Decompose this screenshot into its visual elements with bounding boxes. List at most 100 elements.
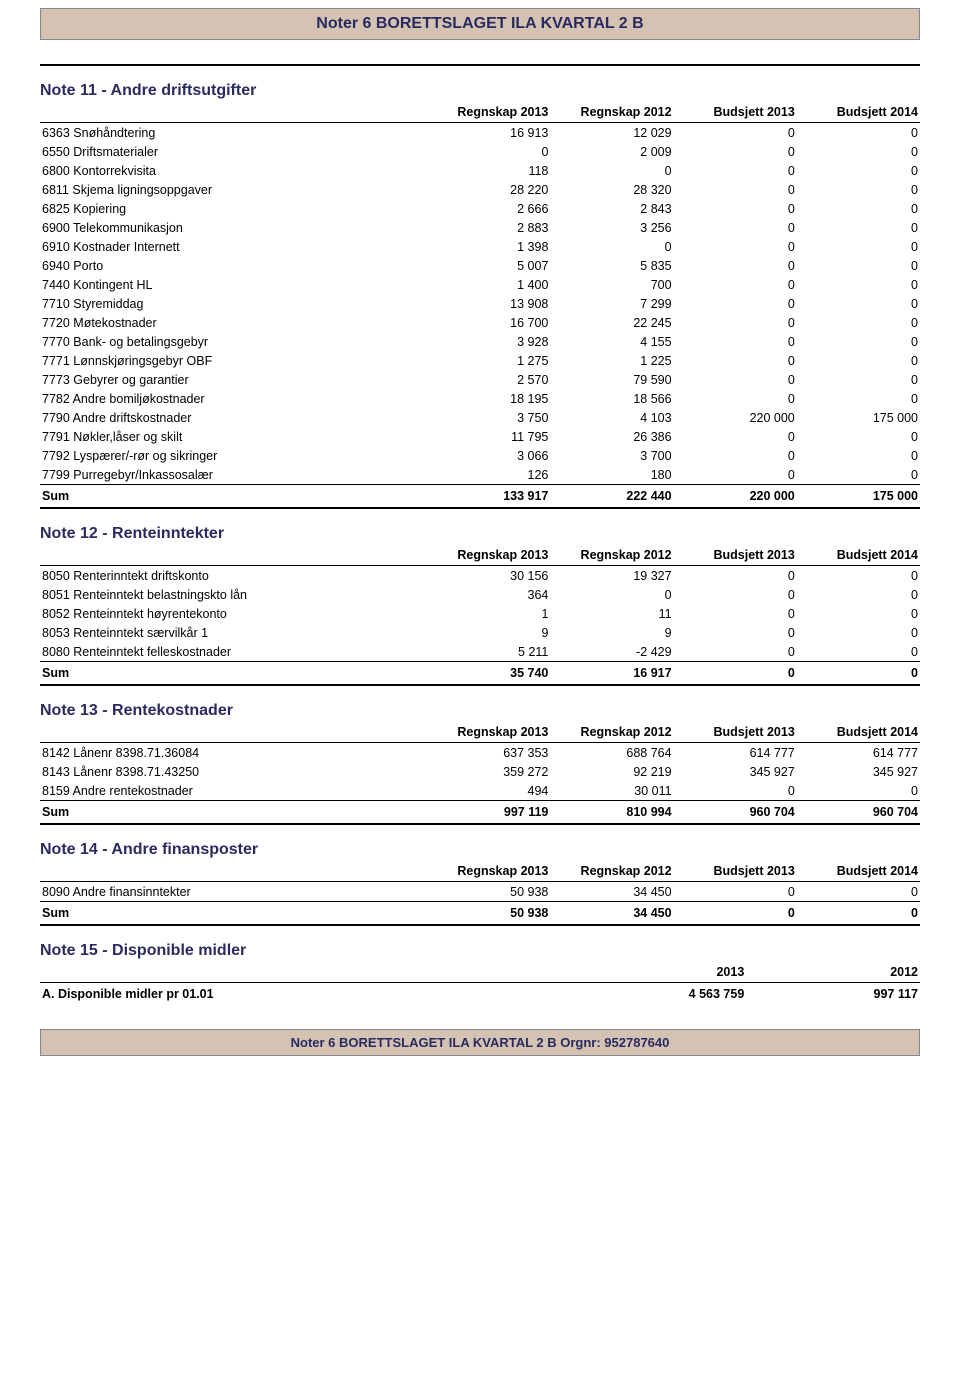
cell-b13: 0 (674, 123, 797, 143)
cell-r13: 28 220 (427, 180, 550, 199)
col-r2012: Regnskap 2012 (550, 722, 673, 743)
cell-r13: 11 795 (427, 427, 550, 446)
cell-r12: 4 103 (550, 408, 673, 427)
cell-b14: 0 (797, 332, 920, 351)
cell-r13: 13 908 (427, 294, 550, 313)
sum-b13: 0 (674, 662, 797, 686)
cell-r12: 34 450 (550, 882, 673, 902)
cell-r13: 637 353 (427, 743, 550, 763)
col-y2012: 2012 (746, 962, 920, 983)
cell-r12: 0 (550, 161, 673, 180)
table-row: 7773 Gebyrer og garantier2 57079 59000 (40, 370, 920, 389)
note13-sum-row: Sum 997 119 810 994 960 704 960 704 (40, 801, 920, 825)
row-label: 8080 Renteinntekt felleskostnader (40, 642, 427, 662)
table-row: 7710 Styremiddag13 9087 29900 (40, 294, 920, 313)
cell-b13: 0 (674, 370, 797, 389)
cell-r13: 3 066 (427, 446, 550, 465)
cell-r12: 7 299 (550, 294, 673, 313)
cell-b14: 0 (797, 123, 920, 143)
table-row: 7770 Bank- og betalingsgebyr3 9284 15500 (40, 332, 920, 351)
row-label: 8053 Renteinntekt særvilkår 1 (40, 623, 427, 642)
cell-b13: 0 (674, 180, 797, 199)
sum-r13: 133 917 (427, 485, 550, 509)
row-label: 7773 Gebyrer og garantier (40, 370, 427, 389)
cell-b13: 0 (674, 294, 797, 313)
cell-r12: 26 386 (550, 427, 673, 446)
cell-r13: 3 928 (427, 332, 550, 351)
cell-r13: 359 272 (427, 762, 550, 781)
table-row: 8052 Renteinntekt høyrentekonto11100 (40, 604, 920, 623)
cell-b13: 0 (674, 446, 797, 465)
table-row: 7440 Kontingent HL1 40070000 (40, 275, 920, 294)
table-row: 7771 Lønnskjøringsgebyr OBF1 2751 22500 (40, 351, 920, 370)
note15-table: 2013 2012 A. Disponible midler pr 01.01 … (40, 962, 920, 1005)
note13-title: Note 13 - Rentekostnader (40, 702, 920, 720)
sum-label: Sum (40, 485, 427, 509)
row-label: 6910 Kostnader Internett (40, 237, 427, 256)
cell-b13: 345 927 (674, 762, 797, 781)
cell-b14: 0 (797, 275, 920, 294)
table-row: 6363 Snøhåndtering16 91312 02900 (40, 123, 920, 143)
cell-b13: 0 (674, 351, 797, 370)
cell-b14: 0 (797, 566, 920, 586)
col-blank (40, 102, 427, 123)
row-label: 8159 Andre rentekostnader (40, 781, 427, 801)
table-row: 7790 Andre driftskostnader3 7504 103220 … (40, 408, 920, 427)
cell-b14: 0 (797, 389, 920, 408)
col-blank (40, 962, 533, 983)
table-row: 6900 Telekommunikasjon2 8833 25600 (40, 218, 920, 237)
row-label: 7790 Andre driftskostnader (40, 408, 427, 427)
cell-r13: 1 398 (427, 237, 550, 256)
cell-r13: 16 913 (427, 123, 550, 143)
cell-b13: 0 (674, 218, 797, 237)
table-row: 8090 Andre finansinntekter50 93834 45000 (40, 882, 920, 902)
note13-table: Regnskap 2013 Regnskap 2012 Budsjett 201… (40, 722, 920, 825)
cell-b14: 0 (797, 142, 920, 161)
note12-sum-row: Sum 35 740 16 917 0 0 (40, 662, 920, 686)
cell-b14: 0 (797, 237, 920, 256)
cell-b14: 0 (797, 313, 920, 332)
cell-r13: 5 007 (427, 256, 550, 275)
sum-r12: 810 994 (550, 801, 673, 825)
note11-table: Regnskap 2013 Regnskap 2012 Budsjett 201… (40, 102, 920, 509)
table-header-row: Regnskap 2013 Regnskap 2012 Budsjett 201… (40, 102, 920, 123)
sum-b14: 0 (797, 662, 920, 686)
table-row: 6800 Kontorrekvisita118000 (40, 161, 920, 180)
cell-b13: 0 (674, 313, 797, 332)
row-label: 8052 Renteinntekt høyrentekonto (40, 604, 427, 623)
row-label: 7720 Møtekostnader (40, 313, 427, 332)
cell-r12: 2 843 (550, 199, 673, 218)
cell-b13: 0 (674, 256, 797, 275)
col-r2013: Regnskap 2013 (427, 861, 550, 882)
row-label: 7771 Lønnskjøringsgebyr OBF (40, 351, 427, 370)
row-label: 7792 Lyspærer/-rør og sikringer (40, 446, 427, 465)
note15-row: A. Disponible midler pr 01.01 4 563 759 … (40, 983, 920, 1006)
cell-r13: 1 (427, 604, 550, 623)
cell-r13: 16 700 (427, 313, 550, 332)
cell-r13: 364 (427, 585, 550, 604)
cell-r12: 688 764 (550, 743, 673, 763)
col-y2013: 2013 (533, 962, 746, 983)
cell-b14: 0 (797, 180, 920, 199)
cell-r13: 118 (427, 161, 550, 180)
table-row: 6940 Porto5 0075 83500 (40, 256, 920, 275)
cell-r12: 11 (550, 604, 673, 623)
table-row: 6550 Driftsmaterialer02 00900 (40, 142, 920, 161)
cell-b14: 0 (797, 623, 920, 642)
cell-r13: 2 666 (427, 199, 550, 218)
cell-r12: 0 (550, 585, 673, 604)
cell-r12: 180 (550, 465, 673, 485)
row-label: 7710 Styremiddag (40, 294, 427, 313)
row-label: 8090 Andre finansinntekter (40, 882, 427, 902)
cell-b14: 0 (797, 199, 920, 218)
cell-b13: 0 (674, 237, 797, 256)
table-header-row: 2013 2012 (40, 962, 920, 983)
note12-title: Note 12 - Renteinntekter (40, 525, 920, 543)
cell-r13: 3 750 (427, 408, 550, 427)
note14-title: Note 14 - Andre finansposter (40, 841, 920, 859)
table-row: 6825 Kopiering2 6662 84300 (40, 199, 920, 218)
row-label: 7782 Andre bomiljøkostnader (40, 389, 427, 408)
sum-b13: 220 000 (674, 485, 797, 509)
cell-b13: 0 (674, 623, 797, 642)
cell-b14: 0 (797, 781, 920, 801)
